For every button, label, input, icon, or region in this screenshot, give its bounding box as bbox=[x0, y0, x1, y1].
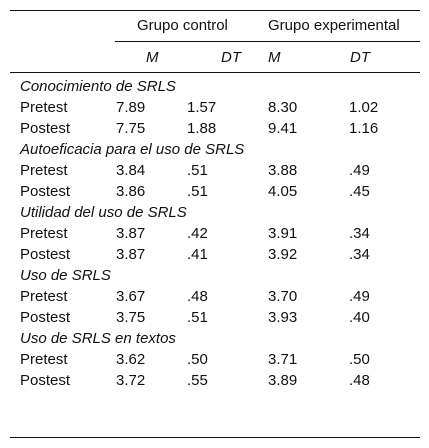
cell-ctrl-m: 3.62 bbox=[116, 351, 146, 368]
cell-ctrl-m: 3.87 bbox=[116, 225, 146, 242]
cell-ctrl-m: 3.84 bbox=[116, 162, 146, 179]
cell-ctrl-m: 7.89 bbox=[116, 99, 146, 116]
control-m-header: M bbox=[146, 49, 159, 66]
cell-ctrl-dt: .51 bbox=[187, 309, 208, 326]
row-label: Postest bbox=[20, 372, 71, 389]
column-header-rule bbox=[10, 72, 420, 73]
row-label: Postest bbox=[20, 309, 71, 326]
cell-ctrl-m: 3.86 bbox=[116, 183, 146, 200]
cell-ctrl-dt: .55 bbox=[187, 372, 208, 389]
cell-exp-m: 3.93 bbox=[268, 309, 298, 326]
top-rule bbox=[10, 10, 420, 11]
cell-exp-m: 3.89 bbox=[268, 372, 298, 389]
row-label: Pretest bbox=[20, 288, 68, 305]
section-title: Autoeficacia para el uso de SRLS bbox=[20, 141, 245, 158]
row-label: Pretest bbox=[20, 99, 68, 116]
experimental-m-header: M bbox=[268, 49, 281, 66]
cell-ctrl-dt: .50 bbox=[187, 351, 208, 368]
cell-exp-dt: .50 bbox=[349, 351, 370, 368]
cell-ctrl-dt: .48 bbox=[187, 288, 208, 305]
row-label: Pretest bbox=[20, 162, 68, 179]
cell-exp-m: 8.30 bbox=[268, 99, 298, 116]
group-header-rule bbox=[115, 41, 420, 42]
section-title: Uso de SRLS bbox=[20, 267, 111, 284]
cell-ctrl-m: 3.67 bbox=[116, 288, 146, 305]
cell-exp-dt: .34 bbox=[349, 225, 370, 242]
group-control-header: Grupo control bbox=[137, 17, 228, 34]
cell-ctrl-m: 3.75 bbox=[116, 309, 146, 326]
row-label: Postest bbox=[20, 183, 71, 200]
section-title: Utilidad del uso de SRLS bbox=[20, 204, 187, 221]
cell-exp-dt: .48 bbox=[349, 372, 370, 389]
cell-exp-dt: .49 bbox=[349, 162, 370, 179]
bottom-rule bbox=[10, 437, 420, 438]
cell-ctrl-dt: .51 bbox=[187, 183, 208, 200]
cell-ctrl-dt: .41 bbox=[187, 246, 208, 263]
section-title: Conocimiento de SRLS bbox=[20, 78, 176, 95]
group-experimental-header: Grupo experimental bbox=[268, 17, 400, 34]
section-title: Uso de SRLS en textos bbox=[20, 330, 176, 347]
cell-ctrl-dt: .51 bbox=[187, 162, 208, 179]
cell-exp-m: 3.91 bbox=[268, 225, 298, 242]
cell-ctrl-m: 3.87 bbox=[116, 246, 146, 263]
cell-ctrl-dt: 1.57 bbox=[187, 99, 217, 116]
cell-exp-m: 9.41 bbox=[268, 120, 298, 137]
cell-exp-dt: .45 bbox=[349, 183, 370, 200]
cell-exp-m: 4.05 bbox=[268, 183, 298, 200]
cell-exp-dt: .40 bbox=[349, 309, 370, 326]
row-label: Pretest bbox=[20, 225, 68, 242]
cell-ctrl-m: 7.75 bbox=[116, 120, 146, 137]
cell-exp-m: 3.71 bbox=[268, 351, 298, 368]
row-label: Pretest bbox=[20, 351, 68, 368]
row-label: Postest bbox=[20, 120, 71, 137]
cell-exp-m: 3.70 bbox=[268, 288, 298, 305]
cell-exp-dt: 1.02 bbox=[349, 99, 379, 116]
cell-exp-m: 3.92 bbox=[268, 246, 298, 263]
cell-exp-m: 3.88 bbox=[268, 162, 298, 179]
cell-exp-dt: 1.16 bbox=[349, 120, 379, 137]
cell-exp-dt: .34 bbox=[349, 246, 370, 263]
cell-ctrl-dt: 1.88 bbox=[187, 120, 217, 137]
row-label: Postest bbox=[20, 246, 71, 263]
cell-exp-dt: .49 bbox=[349, 288, 370, 305]
cell-ctrl-m: 3.72 bbox=[116, 372, 146, 389]
cell-ctrl-dt: .42 bbox=[187, 225, 208, 242]
control-dt-header: DT bbox=[221, 49, 241, 66]
experimental-dt-header: DT bbox=[350, 49, 370, 66]
